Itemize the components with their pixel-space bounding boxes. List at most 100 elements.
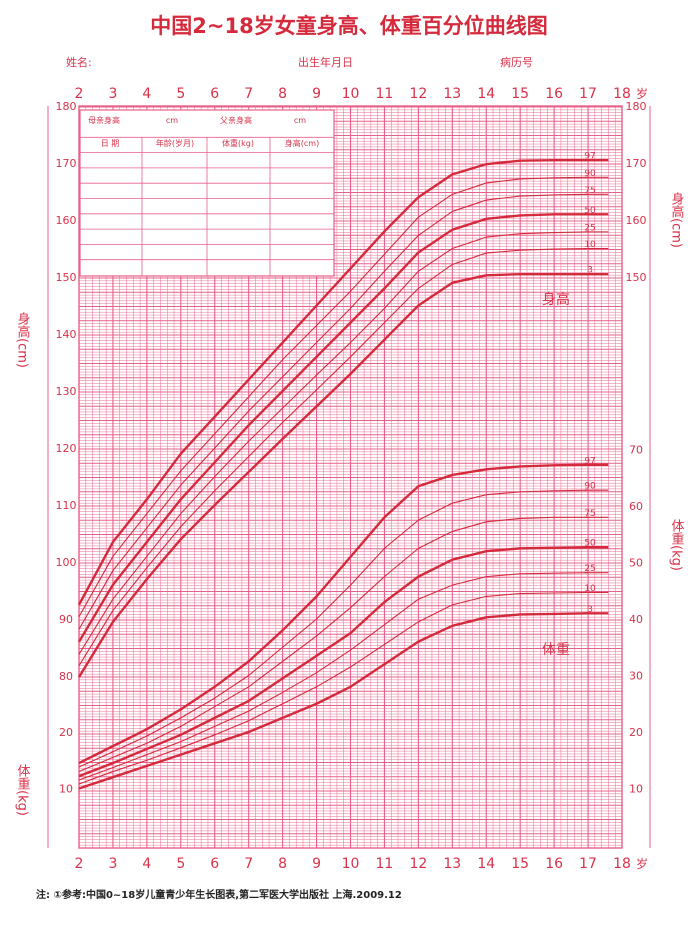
weight-axis-title-left: 体重(kg) — [15, 764, 31, 816]
record-table-row1-text: cm — [294, 116, 306, 125]
x-tick-label-bottom: 5 — [176, 856, 185, 870]
footnote: 注: ①参考:中国0~18岁儿童青少年生长图表,第二军医大学出版社 上海.200… — [36, 890, 402, 901]
weight-percentile-97-line — [78, 463, 589, 765]
height-tick-left: 100 — [56, 556, 77, 569]
x-tick-label-top: 18 — [613, 86, 631, 102]
record-table-header: 体重(kg) — [222, 138, 254, 148]
curves-layer: 97 90 75 50 25 10 3 97 90 75 50 25 10 3 — [77, 152, 609, 790]
x-tick-label-bottom: 15 — [511, 856, 529, 870]
height-percentile-90-label: 90 — [584, 169, 596, 179]
chart-title: 中国2~18岁女童身高、体重百分位曲线图 — [150, 14, 548, 38]
weight-percentile-10-label: 10 — [584, 584, 596, 594]
height-percentile-25-label: 25 — [584, 223, 595, 233]
x-tick-label-bottom: 13 — [443, 856, 461, 870]
x-tick-label-bottom: 6 — [210, 856, 219, 870]
height-percentile-10-line — [78, 247, 589, 667]
x-tick-label-bottom: 12 — [409, 856, 427, 870]
x-tick-label-top: 14 — [477, 86, 495, 102]
record-table-header: 日 期 — [101, 139, 120, 148]
record-table-row1-text: 父亲身高 — [220, 115, 252, 125]
height-percentile-25-line — [78, 231, 589, 655]
height-percentile-10-label: 10 — [584, 240, 596, 250]
weight-percentile-25-line — [78, 572, 589, 781]
x-tick-label-top: 12 — [409, 86, 427, 102]
height-tick-right: 160 — [626, 214, 647, 227]
x-tick-label-top: 7 — [244, 86, 253, 102]
record-table-header: 年龄(岁月) — [156, 138, 194, 148]
height-percentile-90-line — [78, 176, 589, 617]
height-tick-right: 180 — [626, 100, 647, 113]
x-tick-label-bottom: 11 — [376, 856, 394, 870]
height-tick-left: 160 — [56, 214, 77, 227]
x-tick-label-bottom: 4 — [142, 856, 151, 870]
height-tick-right: 170 — [626, 157, 647, 170]
x-tick-label-top: 5 — [176, 86, 185, 102]
height-percentile-50-line — [77, 213, 589, 643]
height-tick-right: 150 — [626, 271, 647, 284]
x-tick-label-top: 3 — [108, 86, 117, 102]
weight-percentile-97-label: 97 — [584, 456, 595, 466]
weight-tick-left: 10 — [59, 783, 73, 796]
x-tick-label-bottom: 7 — [244, 856, 253, 870]
height-tick-left: 150 — [56, 271, 77, 284]
x-tick-label-bottom: 17 — [579, 856, 597, 870]
height-tick-left: 110 — [56, 499, 77, 512]
weight-percentile-90-line — [78, 489, 589, 768]
x-tick-label-bottom: 8 — [278, 856, 287, 870]
weight-tick-right: 70 — [629, 444, 643, 457]
weight-tick-right: 20 — [629, 726, 643, 739]
x-tick-label-top: 10 — [342, 86, 360, 102]
weight-tick-right: 60 — [629, 500, 643, 513]
x-tick-label-top: 9 — [312, 86, 321, 102]
x-tick-label-bottom: 16 — [545, 856, 563, 870]
x-tick-label-top: 17 — [579, 86, 597, 102]
height-percentile-97-label: 97 — [584, 152, 595, 162]
x-tick-label-bottom: 2 — [75, 856, 84, 870]
x-tick-label-top: 6 — [210, 86, 219, 102]
x-tick-label-top: 16 — [545, 86, 563, 102]
x-tick-label-top: 8 — [278, 86, 287, 102]
weight-chart-label: 体重 — [542, 642, 570, 658]
x-tick-label-bottom: 10 — [342, 856, 360, 870]
weight-percentile-75-label: 75 — [584, 509, 595, 519]
weight-tick-right: 50 — [629, 557, 643, 570]
height-tick-left: 90 — [59, 613, 73, 626]
height-tick-left: 180 — [56, 100, 77, 113]
x-tick-label-top: 11 — [376, 86, 394, 102]
weight-percentile-10-line — [78, 591, 589, 785]
weight-percentile-25-label: 25 — [584, 564, 595, 574]
height-percentile-75-line — [78, 193, 589, 630]
height-tick-left: 80 — [59, 670, 73, 683]
height-percentile-50-label: 50 — [584, 206, 596, 216]
x-tick-label-bottom: 14 — [477, 856, 495, 870]
age-unit-top: 岁 — [636, 86, 648, 101]
dob-label: 出生年月日 — [298, 56, 353, 69]
record-table: 母亲身高 cm 父亲身高 cm 日 期 年龄(岁月) 体重(kg) 身高(cm) — [79, 109, 335, 277]
height-percentile-3-label: 3 — [587, 266, 593, 276]
height-tick-left: 140 — [56, 328, 77, 341]
x-tick-label-bottom: 3 — [108, 856, 117, 870]
height-chart-label: 身高 — [542, 291, 570, 308]
x-tick-label-top: 15 — [511, 86, 529, 102]
record-table-header: 身高(cm) — [285, 138, 319, 148]
weight-tick-right: 10 — [629, 783, 643, 796]
labels-layer: 2 2 3 3 4 4 5 5 6 6 7 7 8 8 9 9 10 10 11 11 12 12 13 13 14 14 15 15… — [15, 86, 685, 870]
record-table-row1-text: 母亲身高 — [88, 115, 120, 125]
weight-percentile-90-label: 90 — [584, 482, 596, 492]
height-tick-left: 170 — [56, 157, 77, 170]
height-axis-title-left: 身高(cm) — [15, 311, 31, 368]
weight-percentile-3-label: 3 — [587, 605, 593, 615]
height-percentile-75-label: 75 — [584, 186, 595, 196]
record-table-row1-text: cm — [166, 116, 178, 125]
x-tick-label-top: 2 — [75, 86, 84, 102]
weight-tick-left: 20 — [59, 726, 73, 739]
height-axis-title-right: 身高(cm) — [669, 191, 685, 248]
weight-percentile-50-label: 50 — [584, 539, 596, 549]
x-tick-label-top: 4 — [142, 86, 151, 102]
x-tick-label-top: 13 — [443, 86, 461, 102]
x-tick-label-bottom: 18 — [613, 856, 631, 870]
height-tick-left: 120 — [56, 442, 77, 455]
weight-percentile-75-line — [78, 516, 589, 773]
weight-tick-right: 40 — [629, 613, 643, 626]
weight-tick-right: 30 — [629, 670, 643, 683]
